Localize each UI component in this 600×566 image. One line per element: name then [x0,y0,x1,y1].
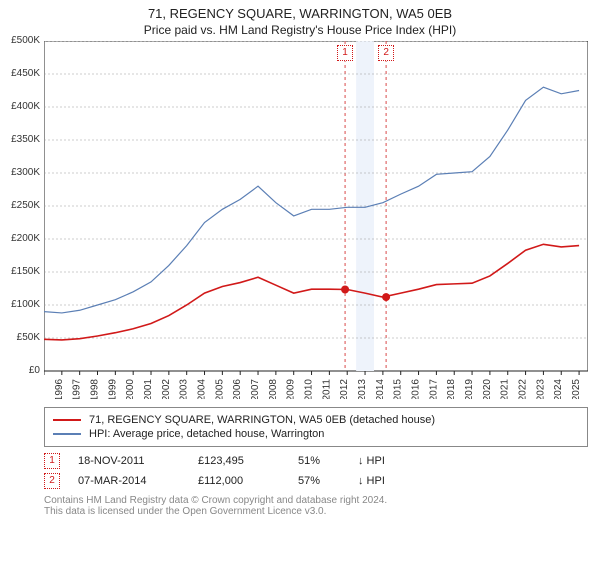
chart-area: 1995 1996 1997 1998 1999 2000 2001 2002 2003 2004… [44,41,588,399]
svg-text:2019: 2019 [464,379,475,399]
sale-date: 07-MAR-2014 [78,475,198,487]
legend-label: HPI: Average price, detached house, Warr… [89,428,324,440]
sale-date: 18-NOV-2011 [78,455,198,467]
svg-text:2005: 2005 [214,379,225,399]
footer-attribution: Contains HM Land Registry data © Crown c… [44,495,588,517]
svg-text:2025: 2025 [571,379,582,399]
y-tick-label: £100K [11,299,40,310]
svg-text:2020: 2020 [482,379,493,399]
svg-text:2010: 2010 [304,379,315,399]
svg-text:1995: 1995 [44,379,47,399]
y-tick-label: £350K [11,134,40,145]
chart-title: 71, REGENCY SQUARE, WARRINGTON, WA5 0EB [0,6,600,21]
y-tick-label: £0 [29,365,40,376]
svg-text:2016: 2016 [411,379,422,399]
svg-text:2021: 2021 [500,379,511,399]
svg-text:2015: 2015 [393,379,404,399]
svg-text:2017: 2017 [428,379,439,399]
sale-badge: 1 [44,453,60,469]
svg-text:1998: 1998 [90,379,101,399]
sale-row: 2 07-MAR-2014£112,00057%↓ HPI [44,473,588,489]
svg-text:2011: 2011 [321,379,332,399]
sale-marker-badge: 2 [378,45,394,61]
svg-text:2001: 2001 [143,379,154,399]
svg-text:2024: 2024 [553,379,564,399]
legend-swatch [53,419,81,421]
legend-item: HPI: Average price, detached house, Warr… [53,428,579,440]
sale-direction: ↓ HPI [358,475,418,487]
legend-label: 71, REGENCY SQUARE, WARRINGTON, WA5 0EB … [89,414,435,426]
y-tick-label: £400K [11,101,40,112]
sale-price: £112,000 [198,475,298,487]
footer-line-1: Contains HM Land Registry data © Crown c… [44,495,588,506]
svg-text:2013: 2013 [357,379,368,399]
svg-text:2009: 2009 [286,379,297,399]
sale-price: £123,495 [198,455,298,467]
svg-text:2023: 2023 [535,379,546,399]
svg-text:2006: 2006 [232,379,243,399]
svg-text:1996: 1996 [54,379,65,399]
svg-text:1999: 1999 [107,379,118,399]
sale-badge: 2 [44,473,60,489]
y-tick-label: £300K [11,167,40,178]
y-tick-label: £50K [17,332,40,343]
legend: 71, REGENCY SQUARE, WARRINGTON, WA5 0EB … [44,407,588,447]
legend-item: 71, REGENCY SQUARE, WARRINGTON, WA5 0EB … [53,414,579,426]
chart-subtitle: Price paid vs. HM Land Registry's House … [0,23,600,37]
svg-text:2002: 2002 [161,379,172,399]
y-tick-label: £500K [11,35,40,46]
svg-text:2004: 2004 [197,379,208,399]
legend-swatch [53,433,81,435]
y-tick-label: £150K [11,266,40,277]
y-tick-label: £250K [11,200,40,211]
price-chart-svg: 1995 1996 1997 1998 1999 2000 2001 2002 2003 2004… [44,41,588,399]
svg-text:2008: 2008 [268,379,279,399]
sale-row: 1 18-NOV-2011£123,49551%↓ HPI [44,453,588,469]
y-tick-label: £200K [11,233,40,244]
sale-direction: ↓ HPI [358,455,418,467]
svg-text:2018: 2018 [446,379,457,399]
sale-pct: 51% [298,455,358,467]
svg-text:2012: 2012 [339,379,350,399]
svg-text:1997: 1997 [72,379,83,399]
svg-text:2003: 2003 [179,379,190,399]
svg-text:2007: 2007 [250,379,261,399]
sales-table: 1 18-NOV-2011£123,49551%↓ HPI 2 07-MAR-2014… [44,453,588,489]
y-tick-label: £450K [11,68,40,79]
svg-text:2000: 2000 [125,379,136,399]
footer-line-2: This data is licensed under the Open Gov… [44,506,588,517]
sale-marker-badge: 1 [337,45,353,61]
sale-pct: 57% [298,475,358,487]
svg-text:2022: 2022 [518,379,529,399]
svg-text:2014: 2014 [375,379,386,399]
